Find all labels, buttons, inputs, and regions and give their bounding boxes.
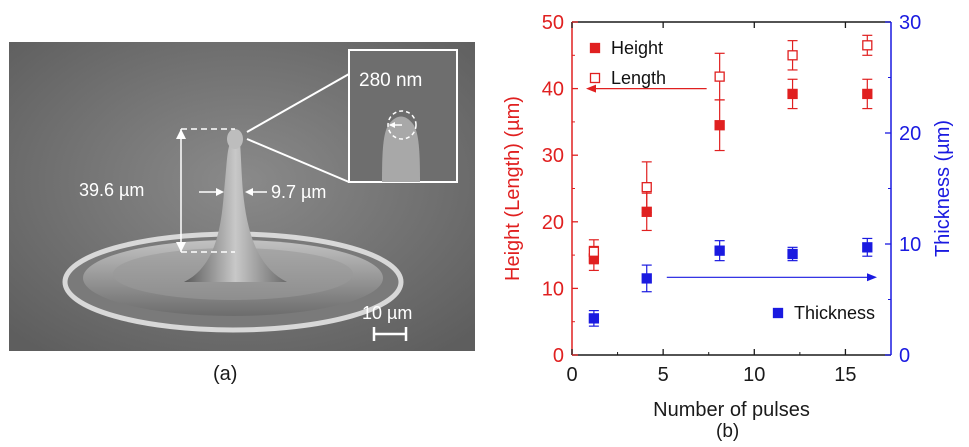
- y2-tick-label: 30: [899, 12, 921, 34]
- legend-label-height: Height: [611, 38, 663, 58]
- legend-marker-length: [589, 72, 601, 84]
- y2-tick-label: 20: [899, 123, 921, 145]
- y-tick-label: 10: [542, 278, 564, 300]
- inset-circle: [387, 110, 417, 140]
- height-point: [787, 88, 798, 100]
- length-point: [714, 71, 725, 82]
- y-axis-title: Height (Length) (µm): [502, 96, 524, 281]
- height-axis-arrow: [586, 84, 707, 93]
- x-tick-label: 0: [566, 364, 577, 386]
- length-point: [862, 40, 873, 51]
- thickness-axis-arrow: [666, 273, 877, 282]
- y-tick-label: 40: [542, 79, 564, 101]
- length-point: [787, 50, 798, 61]
- length-point: [588, 246, 600, 257]
- caption-b: (b): [716, 421, 740, 442]
- arrow-head: [586, 84, 596, 93]
- thickness-point: [641, 273, 652, 284]
- x-tick-label: 5: [658, 364, 669, 386]
- legend-marker-height: [589, 42, 601, 54]
- y-tick-label: 30: [542, 145, 564, 167]
- height-label: 39.6 µm: [79, 180, 144, 200]
- thickness-point: [787, 248, 798, 260]
- height-point: [714, 120, 725, 131]
- thickness-point: [862, 242, 873, 253]
- y2-tick-label: 10: [899, 234, 921, 256]
- y-tick-label: 0: [553, 345, 564, 367]
- width-label: 9.7 µm: [271, 182, 326, 202]
- pillar: [184, 144, 287, 282]
- thickness-point: [588, 313, 600, 324]
- height-point: [862, 88, 873, 100]
- legend-marker-thickness: [772, 307, 784, 319]
- y-tick-label: 20: [542, 212, 564, 234]
- x-tick-label: 10: [743, 364, 765, 386]
- scale-bar-label: 10 µm: [362, 303, 412, 323]
- thickness-point: [714, 245, 725, 256]
- arrow-head: [867, 273, 877, 282]
- data-marks: [586, 34, 877, 327]
- legend-label-thickness: Thickness: [794, 303, 875, 323]
- x-axis-title: Number of pulses: [653, 399, 810, 421]
- caption-a: (a): [213, 363, 238, 385]
- axes: 0 5 10 15 0 10 20 30 40 50 0 10 20 30: [542, 12, 922, 386]
- chart: 0 5 10 15 0 10 20 30 40 50 0 10 20 30 Height Length Thi…: [502, 12, 954, 421]
- y2-axis-title: Thickness (µm): [932, 120, 954, 257]
- length-point: [641, 182, 652, 193]
- inset-label: 280 nm: [359, 70, 422, 91]
- panel-a: 39.6 µm 9.7 µm 280 nm 10 µm (a): [9, 42, 475, 385]
- sem-micrograph: 39.6 µm 9.7 µm 280 nm 10 µm: [9, 42, 475, 351]
- y2-tick-label: 0: [899, 345, 910, 367]
- legend: Height Length Thickness: [589, 38, 875, 323]
- legend-label-length: Length: [611, 68, 666, 88]
- x-tick-label: 15: [834, 364, 856, 386]
- y-tick-label: 50: [542, 12, 564, 34]
